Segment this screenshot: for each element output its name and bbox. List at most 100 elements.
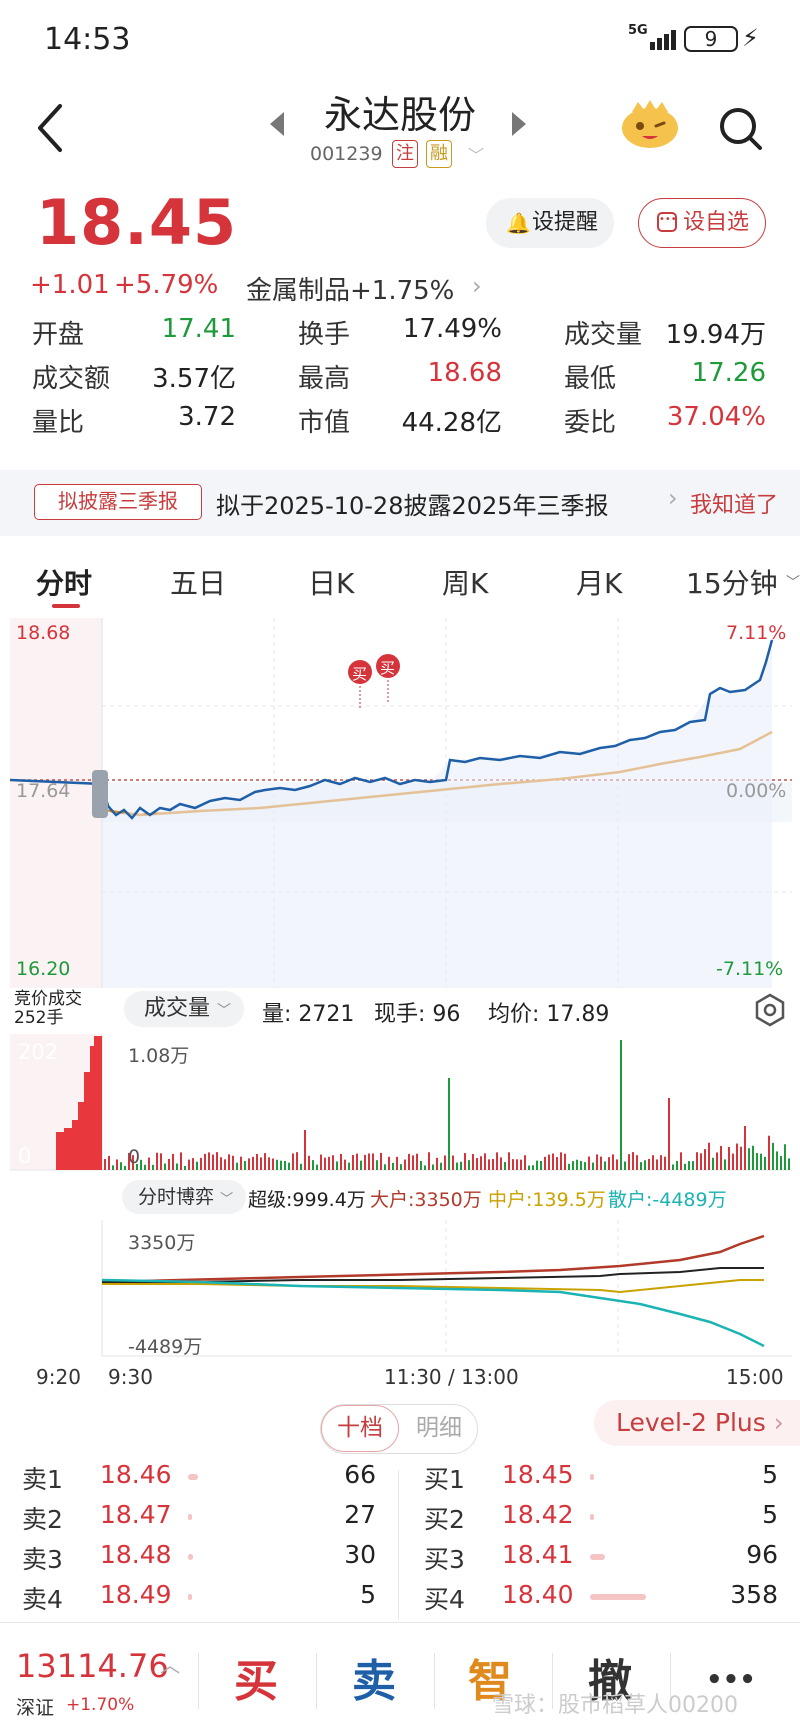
chevron-down-icon[interactable]: ﹀ [468, 146, 485, 165]
volume-bar [268, 1157, 270, 1170]
volume-bar [420, 1160, 422, 1170]
sell-level-bar [188, 1594, 192, 1600]
volume-bar [388, 1156, 390, 1170]
volume-bar [544, 1156, 546, 1170]
buy-level-price: 18.45 [502, 1460, 574, 1489]
volume-bar [300, 1163, 302, 1170]
sell-level-price: 18.48 [100, 1540, 172, 1569]
notice-bar[interactable]: 拟披露三季报 拟于2025-10-28披露2025年三季报 › 我知道了 [0, 470, 800, 536]
tab-daily-k[interactable]: 日K [308, 567, 355, 600]
tab-weekly-k[interactable]: 周K [442, 567, 489, 600]
volume-bar [384, 1164, 386, 1170]
chevron-down-icon[interactable]: ﹀ [786, 575, 800, 591]
buy-marker-group[interactable] [348, 654, 400, 710]
volume-bar [660, 1155, 662, 1170]
volume-bar [312, 1160, 314, 1170]
buy-level-bar [590, 1594, 646, 1600]
search-icon[interactable] [716, 104, 764, 152]
volume-bar [636, 1155, 638, 1170]
average-price: 均价: 17.89 [488, 1002, 610, 1027]
volume-bar [532, 1165, 534, 1170]
settings-icon[interactable] [752, 992, 788, 1028]
volume-bar [472, 1154, 474, 1170]
volume-bar [368, 1153, 370, 1170]
volume-bar [736, 1143, 738, 1170]
volume-bar [104, 1159, 106, 1170]
price-axis-low: 16.20 [16, 958, 71, 980]
sell-level-label: 卖1 [22, 1465, 63, 1494]
sell-level-price: 18.46 [100, 1460, 172, 1489]
chevron-right-icon[interactable]: › [472, 272, 482, 300]
add-watchlist-button[interactable]: ••• 设自选 [638, 198, 766, 248]
volume-bar [476, 1157, 478, 1170]
volume-bar [584, 1162, 586, 1170]
next-stock-icon[interactable] [512, 112, 526, 136]
volume-axis-min: 0 [128, 1146, 141, 1168]
chevron-right-icon: › [773, 1408, 784, 1437]
volume-bar [776, 1151, 778, 1170]
volume-chart[interactable] [0, 1032, 800, 1172]
more-button[interactable]: ••• [706, 1665, 756, 1695]
volume-bar [560, 1152, 562, 1170]
tab-details[interactable]: 明细 [416, 1415, 462, 1441]
tab-15min[interactable]: 15分钟 [686, 567, 778, 600]
stat-value: 44.28亿 [401, 408, 502, 438]
flow-indicator-selector[interactable]: 分时博弈 ﹀ [122, 1180, 246, 1214]
tab-intraday[interactable]: 分时 [36, 567, 93, 600]
money-flow-chart[interactable] [0, 1218, 800, 1358]
buy-level-qty: 96 [746, 1540, 778, 1569]
stat-value: 3.72 [178, 402, 236, 432]
orderbook-segment[interactable]: 十档 明细 [320, 1404, 478, 1454]
sell-level-qty: 66 [344, 1460, 376, 1489]
mascot-icon[interactable] [618, 100, 682, 150]
smart-button[interactable]: 智 [468, 1656, 512, 1707]
buy-marker-2[interactable]: 买 [380, 659, 396, 677]
set-alert-button[interactable]: 🔔 设提醒 [486, 198, 614, 248]
volume-bar [620, 1040, 622, 1170]
intraday-chart[interactable] [0, 612, 800, 992]
volume-bar [124, 1165, 126, 1170]
volume-bar [248, 1158, 250, 1170]
back-button[interactable] [30, 100, 70, 156]
tab-monthly-k[interactable]: 月K [576, 567, 623, 600]
volume-bar [276, 1159, 278, 1170]
volume-bar [120, 1162, 122, 1170]
volume-bar [160, 1153, 162, 1170]
volume-bar [308, 1155, 310, 1170]
volume-bar [604, 1161, 606, 1170]
volume-bar [524, 1155, 526, 1170]
volume-bar [632, 1152, 634, 1170]
volume-bar [396, 1156, 398, 1170]
volume-bar [348, 1162, 350, 1170]
sector-link[interactable]: 金属制品+1.75% [246, 276, 455, 306]
flow-mid: 中户:139.5万 [488, 1189, 606, 1211]
volume-bar [492, 1159, 494, 1170]
volume-bar [756, 1153, 758, 1170]
tab-ten-levels[interactable]: 十档 [321, 1405, 399, 1452]
volume-bar [576, 1159, 578, 1170]
buy-marker-1[interactable]: 买 [352, 665, 368, 683]
volume-bar [748, 1148, 750, 1170]
sell-button[interactable]: 卖 [352, 1656, 396, 1707]
price-axis-high: 18.68 [16, 622, 71, 644]
sell-level-bar [188, 1554, 193, 1560]
volume-indicator-selector[interactable]: 成交量 ﹀ [124, 991, 244, 1027]
level2-plus-button[interactable]: Level-2 Plus › [594, 1400, 800, 1446]
volume-bar [508, 1152, 510, 1170]
volume-bar [704, 1149, 706, 1170]
dismiss-link[interactable]: 我知道了 [690, 493, 779, 518]
stat-label: 量比 [32, 408, 85, 438]
index-value: 13114.76 [16, 1647, 169, 1685]
change-amount: +1.01 [30, 270, 110, 300]
volume-bar [608, 1157, 610, 1170]
volume-bar [464, 1153, 466, 1170]
tab-five-day[interactable]: 五日 [170, 567, 227, 600]
auction-axis-max: 202 [18, 1040, 59, 1064]
cancel-order-button[interactable]: 撤 [588, 1656, 632, 1707]
stat-value: 19.94万 [665, 320, 766, 350]
current-hand: 现手: 96 [374, 1002, 461, 1027]
auction-bar [94, 1036, 102, 1170]
prev-stock-icon[interactable] [270, 112, 284, 136]
buy-button[interactable]: 买 [234, 1656, 278, 1707]
auction-label: 竞价成交 [14, 989, 82, 1009]
